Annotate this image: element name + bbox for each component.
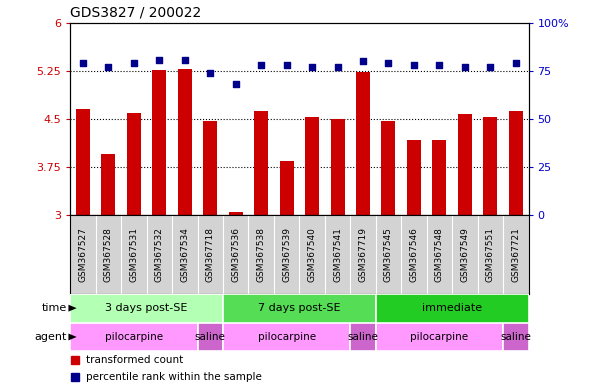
Point bbox=[332, 64, 342, 70]
Text: GSM367541: GSM367541 bbox=[333, 227, 342, 282]
Text: GSM367719: GSM367719 bbox=[359, 227, 368, 282]
Text: GSM367549: GSM367549 bbox=[460, 227, 469, 282]
Point bbox=[307, 64, 317, 70]
Bar bbox=[223, 323, 350, 351]
Point bbox=[485, 64, 495, 70]
Text: pilocarpine: pilocarpine bbox=[105, 332, 163, 342]
Bar bbox=[101, 154, 115, 215]
Point bbox=[129, 60, 139, 66]
Point bbox=[180, 56, 189, 63]
Text: 3 days post-SE: 3 days post-SE bbox=[106, 303, 188, 313]
Text: agent: agent bbox=[35, 332, 67, 342]
Text: GSM367534: GSM367534 bbox=[180, 227, 189, 282]
Bar bbox=[70, 323, 197, 351]
Text: saline: saline bbox=[348, 332, 378, 342]
Bar bbox=[127, 113, 141, 215]
Point bbox=[384, 60, 393, 66]
Bar bbox=[152, 70, 166, 215]
Bar bbox=[433, 140, 447, 215]
Text: GSM367721: GSM367721 bbox=[511, 227, 521, 282]
Text: pilocarpine: pilocarpine bbox=[411, 332, 469, 342]
Bar bbox=[223, 294, 376, 323]
Text: pilocarpine: pilocarpine bbox=[258, 332, 316, 342]
Text: GDS3827 / 200022: GDS3827 / 200022 bbox=[70, 5, 202, 19]
Point bbox=[205, 70, 215, 76]
Text: saline: saline bbox=[195, 332, 225, 342]
Point bbox=[257, 62, 266, 68]
Bar bbox=[381, 121, 395, 215]
Bar bbox=[503, 323, 529, 351]
Point bbox=[434, 62, 444, 68]
Bar bbox=[356, 72, 370, 215]
Text: GSM367540: GSM367540 bbox=[307, 227, 316, 282]
Bar bbox=[76, 109, 90, 215]
Bar bbox=[229, 212, 243, 215]
Bar bbox=[509, 111, 523, 215]
Bar bbox=[458, 114, 472, 215]
Point bbox=[231, 81, 241, 88]
Text: 7 days post-SE: 7 days post-SE bbox=[258, 303, 341, 313]
Text: GSM367551: GSM367551 bbox=[486, 227, 495, 282]
Point bbox=[358, 58, 368, 65]
Text: GSM367527: GSM367527 bbox=[78, 227, 87, 282]
Point bbox=[409, 62, 419, 68]
Bar bbox=[197, 323, 223, 351]
Text: GSM367548: GSM367548 bbox=[435, 227, 444, 282]
Point bbox=[104, 64, 114, 70]
Point bbox=[511, 60, 521, 66]
Text: time: time bbox=[42, 303, 67, 313]
Bar bbox=[376, 323, 503, 351]
Bar bbox=[254, 111, 268, 215]
Text: GSM367531: GSM367531 bbox=[130, 227, 139, 282]
Bar bbox=[376, 294, 529, 323]
Bar bbox=[70, 294, 223, 323]
Text: GSM367545: GSM367545 bbox=[384, 227, 393, 282]
Point bbox=[155, 56, 164, 63]
Text: GSM367718: GSM367718 bbox=[206, 227, 215, 282]
Point bbox=[282, 62, 291, 68]
Bar bbox=[331, 119, 345, 215]
Bar bbox=[407, 140, 421, 215]
Text: transformed count: transformed count bbox=[86, 356, 183, 366]
Text: GSM367546: GSM367546 bbox=[409, 227, 419, 282]
Text: GSM367528: GSM367528 bbox=[104, 227, 113, 282]
Bar bbox=[483, 117, 497, 215]
Bar bbox=[178, 69, 192, 215]
Bar bbox=[280, 161, 294, 215]
Text: saline: saline bbox=[500, 332, 531, 342]
Point bbox=[460, 64, 470, 70]
Text: GSM367532: GSM367532 bbox=[155, 227, 164, 282]
Text: GSM367539: GSM367539 bbox=[282, 227, 291, 282]
Text: immediate: immediate bbox=[422, 303, 482, 313]
Bar bbox=[203, 121, 218, 215]
Bar bbox=[305, 117, 319, 215]
Bar bbox=[350, 323, 376, 351]
Text: percentile rank within the sample: percentile rank within the sample bbox=[86, 372, 262, 382]
Point bbox=[78, 60, 88, 66]
Text: GSM367536: GSM367536 bbox=[231, 227, 240, 282]
Text: GSM367538: GSM367538 bbox=[257, 227, 266, 282]
